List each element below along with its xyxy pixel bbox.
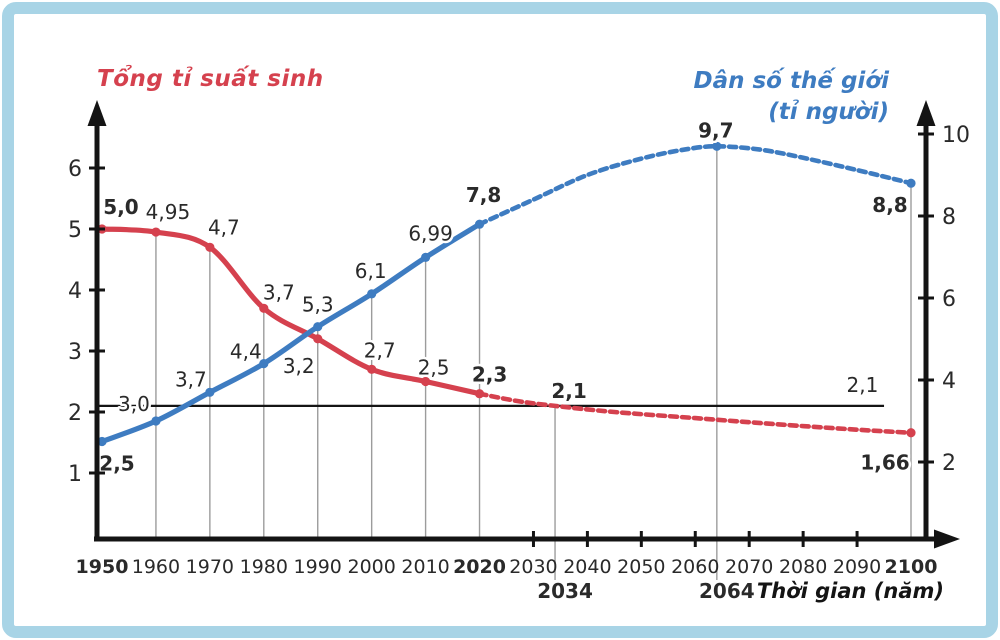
- x-axis-tick-label-2100: 2100: [885, 556, 938, 578]
- left-axis-tick-label-4: 4: [68, 279, 82, 304]
- fertility-rate-value-label-2000: 2,7: [364, 338, 396, 362]
- fertility-rate-point-2020: [474, 389, 485, 399]
- fertility-rate-point-1990: [313, 334, 323, 344]
- left-axis-arrow: [87, 100, 107, 126]
- chart-canvas: 2,1 5,0 4,95 4,7 3,7 3,2 2,7 2,5 2,3 2,1 1,66 2,5 3,…: [68, 100, 970, 603]
- x-axis-arrow: [934, 529, 960, 549]
- right-axis-tick-label-8: 8: [942, 205, 956, 230]
- left-axis-title: Tổng tỉ suất sinh: [97, 66, 324, 92]
- x-axis-tick-label-2020: 2020: [453, 556, 506, 578]
- fertility-rate-value-label-1980: 3,7: [263, 280, 295, 304]
- world-population-point-1980: [259, 359, 269, 369]
- right-axis-title-line1: Dân số thế giới: [693, 68, 890, 94]
- fertility-rate-value-label-1950: 5,0: [103, 195, 138, 219]
- world-population-value-label-1990: 5,3: [302, 293, 334, 317]
- world-population-point-1970: [205, 387, 215, 397]
- right-axis-tick-label-6: 6: [942, 287, 956, 312]
- fertility-rate-value-label-2034: 2,1: [551, 379, 586, 403]
- world-population-curve-projection: [477, 143, 914, 227]
- world-population-value-label-1970: 3,7: [175, 367, 207, 391]
- fertility-rate-point-2100: [906, 428, 916, 438]
- world-population-point-2010: [421, 252, 431, 263]
- right-axis-arrow: [916, 100, 936, 126]
- fertility-rate-value-label-2010: 2,5: [418, 356, 450, 380]
- fertility-rate-point-2000: [367, 364, 377, 374]
- right-axis-title-line2: (tỉ người): [768, 99, 889, 125]
- right-axis-tick-label-4: 4: [942, 369, 956, 394]
- x-axis-key-year-label-2064: 2064: [699, 579, 755, 603]
- world-population-point-2100: [906, 178, 916, 188]
- x-axis-tick-label-1990: 1990: [294, 556, 342, 578]
- left-axis-tick-label-6: 6: [68, 157, 82, 182]
- world-population-value-label-1980: 4,4: [230, 340, 262, 364]
- world-population-point-2064: [712, 141, 722, 151]
- world-population-point-2020: [474, 219, 485, 229]
- left-axis-tick-label-3: 3: [68, 340, 82, 365]
- replacement-level-right-label: 2,1: [847, 373, 879, 397]
- world-population-value-label-2064: 9,7: [698, 118, 733, 142]
- right-axis-title: Dân số thế giới (tỉ người): [694, 66, 890, 128]
- world-population-value-label-2000: 6,1: [355, 259, 387, 283]
- fertility-rate-point-2010: [421, 376, 431, 387]
- x-axis-tick-label-2040: 2040: [563, 556, 611, 578]
- x-axis-tick-label-2090: 2090: [833, 556, 881, 578]
- world-population-value-label-1960: 3,0: [118, 392, 150, 416]
- fertility-rate-point-1960: [151, 227, 161, 237]
- x-axis-tick-label-2000: 2000: [347, 556, 395, 578]
- x-axis-tick-label-1970: 1970: [186, 556, 234, 578]
- x-axis-title: Thời gian (năm): [757, 579, 944, 603]
- fertility-rate-curve-projection: [477, 391, 914, 436]
- x-axis-tick-label-1980: 1980: [240, 556, 288, 578]
- world-population-point-1960: [151, 416, 161, 426]
- left-axis-tick-label-5: 5: [68, 218, 82, 243]
- left-axis-tick-label-1: 1: [68, 462, 82, 487]
- fertility-rate-value-label-2100: 1,66: [860, 451, 909, 475]
- fertility-rate-point-1970: [205, 242, 215, 252]
- world-population-point-1990: [313, 322, 323, 332]
- fertility-rate-curve-observed: [99, 226, 483, 397]
- fertility-rate-value-label-1960: 4,95: [146, 200, 191, 224]
- x-axis-tick-label-1950: 1950: [76, 556, 129, 578]
- x-axis-tick-label-2070: 2070: [725, 556, 773, 578]
- world-population-value-label-2010: 6,99: [408, 221, 453, 245]
- x-axis-tick-label-1960: 1960: [132, 556, 180, 578]
- world-population-value-label-2100: 8,8: [872, 193, 907, 217]
- fertility-rate-point-1980: [259, 303, 269, 313]
- x-axis-tick-label-2050: 2050: [617, 556, 665, 578]
- right-axis-tick-label-10: 10: [942, 123, 970, 148]
- world-population-curve-observed: [99, 221, 483, 445]
- world-population-value-label-2020: 7,8: [466, 183, 501, 207]
- x-axis-tick-label-2030: 2030: [509, 556, 557, 578]
- x-axis-tick-label-2060: 2060: [671, 556, 719, 578]
- fertility-rate-value-label-2020: 2,3: [472, 363, 507, 387]
- x-axis-tick-label-2080: 2080: [779, 556, 827, 578]
- fertility-rate-value-label-1990: 3,2: [283, 354, 315, 378]
- fertility-rate-value-label-1970: 4,7: [208, 215, 240, 239]
- x-axis-tick-label-2010: 2010: [401, 556, 449, 578]
- world-population-value-label-1950: 2,5: [99, 452, 134, 476]
- world-population-point-1950: [97, 436, 107, 447]
- world-population-point-2000: [367, 289, 377, 299]
- x-axis-key-year-label-2034: 2034: [537, 579, 593, 603]
- right-axis-tick-label-2: 2: [942, 451, 956, 476]
- left-axis-tick-label-2: 2: [68, 401, 82, 426]
